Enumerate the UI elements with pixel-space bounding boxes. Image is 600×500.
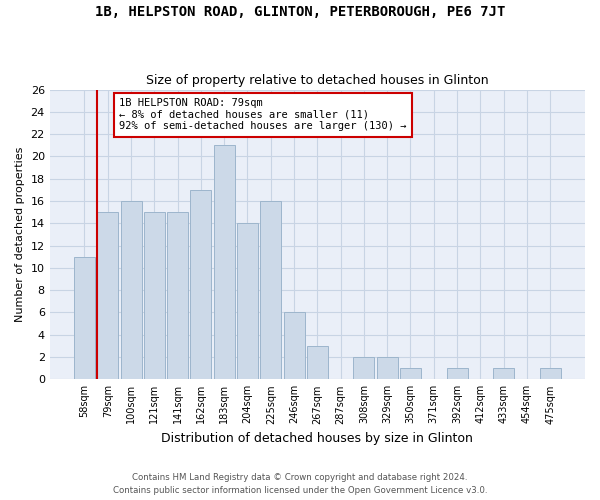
Bar — [167, 212, 188, 380]
Text: 1B HELPSTON ROAD: 79sqm
← 8% of detached houses are smaller (11)
92% of semi-det: 1B HELPSTON ROAD: 79sqm ← 8% of detached… — [119, 98, 407, 132]
Bar — [493, 368, 514, 380]
Bar — [446, 368, 467, 380]
Text: Contains HM Land Registry data © Crown copyright and database right 2024.
Contai: Contains HM Land Registry data © Crown c… — [113, 474, 487, 495]
Bar — [144, 212, 165, 380]
Y-axis label: Number of detached properties: Number of detached properties — [15, 146, 25, 322]
Bar — [214, 146, 235, 380]
Bar — [260, 201, 281, 380]
Bar — [377, 357, 398, 380]
Bar — [190, 190, 211, 380]
X-axis label: Distribution of detached houses by size in Glinton: Distribution of detached houses by size … — [161, 432, 473, 445]
Bar — [284, 312, 305, 380]
Bar — [353, 357, 374, 380]
Title: Size of property relative to detached houses in Glinton: Size of property relative to detached ho… — [146, 74, 488, 87]
Bar — [307, 346, 328, 380]
Bar — [237, 224, 258, 380]
Text: 1B, HELPSTON ROAD, GLINTON, PETERBOROUGH, PE6 7JT: 1B, HELPSTON ROAD, GLINTON, PETERBOROUGH… — [95, 5, 505, 19]
Bar — [540, 368, 560, 380]
Bar — [97, 212, 118, 380]
Bar — [400, 368, 421, 380]
Bar — [121, 201, 142, 380]
Bar — [74, 256, 95, 380]
